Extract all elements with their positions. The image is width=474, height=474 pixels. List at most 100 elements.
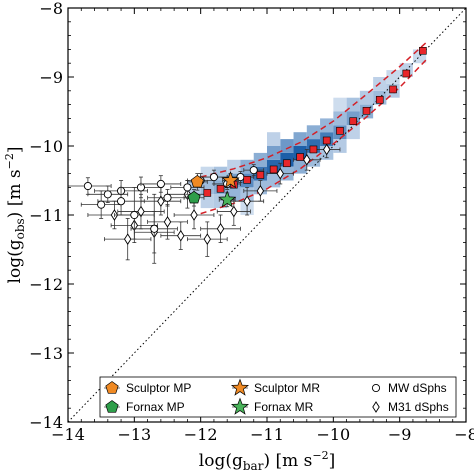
mw-dsph-point [97,200,106,209]
legend-marker-pentagon [105,381,119,394]
fornax-mp-marker [187,190,201,204]
binned-mean-square [402,69,411,78]
binned-mean-square [336,127,344,135]
binned-mean-square [375,95,384,104]
legend-label: Fornax MP [126,400,185,414]
ticks-layer: −14 −13 −12 −11 −10 −9 −8 −14 −13 −12 −11 −10 −9 −8 [29,0,474,444]
legend-label: Sculptor MP [126,381,191,395]
legend-marker-star [230,378,250,396]
mw-dsph-point [83,181,92,191]
density-cell [333,111,347,126]
x-axis-title-end: ] [329,451,336,471]
binned-mean-square [349,117,358,125]
legend-label: M31 dSphs [388,400,449,414]
relation-upper-line [200,41,427,178]
binned-mean-square [243,176,251,184]
density-cell [267,173,281,188]
points-layer [68,46,427,264]
binned-mean-square [256,171,265,179]
mw-dsph-point [103,190,112,199]
legend-marker-diamond [372,401,380,413]
legend-box [99,376,457,418]
binned-mean-square [296,153,304,161]
m31-dsph-point [230,205,238,218]
binned-mean-square [362,107,371,115]
density-cell [386,70,400,84]
fornax-mr-marker [218,190,237,208]
y-tick-label: −10 [29,137,63,156]
m31-dsph-point [303,153,311,166]
x-tick-label: −12 [184,425,218,444]
m31-dsph-point [216,222,225,235]
sculptor-mr-marker [221,171,240,189]
m31-dsph-point [163,216,172,228]
m31-dsph-point [322,143,331,156]
legend-marker-pentagon [105,400,119,413]
sculptor-mp-marker [190,174,204,188]
density-cell [306,125,321,140]
m31-dsph-point [157,195,165,208]
legend-marker-star [230,397,250,415]
mw-dsph-point [130,210,139,220]
density-cell [293,132,307,146]
density-cell [267,132,281,146]
x-axis-title: log(gbar) [m s−2] [199,449,335,473]
y-tick-label: −9 [39,68,63,87]
mw-dsph-point [183,183,192,192]
binned-mean-square [269,165,278,174]
m31-dsph-point [177,229,185,242]
y-tick-label: −14 [29,413,63,432]
mw-dsph-point [163,193,172,202]
density-cell [280,139,294,153]
m31-dsph-point [137,205,145,218]
x-tick-label: −14 [51,425,85,444]
x-axis-title-exp: −2 [312,449,328,462]
m31-dsph-point [203,233,212,245]
mw-dsph-point [117,197,126,206]
x-axis-title-units: ) [m s [263,451,312,471]
density-cell [293,159,307,174]
density-cell [333,97,347,112]
y-tick-label: −11 [29,206,63,225]
mw-dsph-point [236,172,245,182]
legend-label: Sculptor MR [254,381,320,395]
mw-dsph-point [249,166,258,175]
y-axis-title: log(gobs) [m s−2] [3,147,27,284]
binned-mean-square [419,46,427,55]
y-axis-title-units: ) [m s [5,169,25,218]
y-axis-title-exp: −2 [3,153,16,169]
density-cell [320,118,334,133]
x-tick-label: −13 [117,425,151,444]
x-tick-label: −8 [454,425,474,444]
density-cell [346,125,360,140]
binned-mean-square [309,145,318,154]
density-cell [359,90,374,105]
m31-dsph-point [243,195,251,208]
m31-dsph-point [276,167,285,180]
m31-dsph-point [190,209,198,221]
legend-label: MW dSphs [388,381,447,395]
y-tick-label: −12 [29,275,63,294]
binned-mean-square [203,189,212,197]
x-tick-label: −9 [388,425,412,444]
mw-dsph-point [156,179,165,188]
binned-mean-square [216,184,225,193]
y-tick-label: −8 [39,0,63,18]
m31-dsph-point [123,233,132,245]
binned-mean-square [283,159,291,168]
y-axis-title-end: ] [5,147,25,154]
y-axis-title-main: log(g [5,239,25,283]
legend-marker-circle [371,383,381,393]
y-tick-label: −13 [29,344,63,363]
x-tick-label: −10 [316,425,350,444]
x-axis-title-sub: bar [243,459,264,473]
binned-mean-square [389,85,397,94]
m31-dsph-point [256,185,265,197]
binned-mean-square [322,136,331,145]
x-axis-title-main: log(g [199,451,243,471]
y-axis-title-sub: obs [13,218,27,239]
legend: Sculptor MP Sculptor MR MW dSphs Fornax MP F… [99,376,457,418]
x-tick-label: −11 [250,425,284,444]
legend-label: Fornax MR [254,400,314,414]
